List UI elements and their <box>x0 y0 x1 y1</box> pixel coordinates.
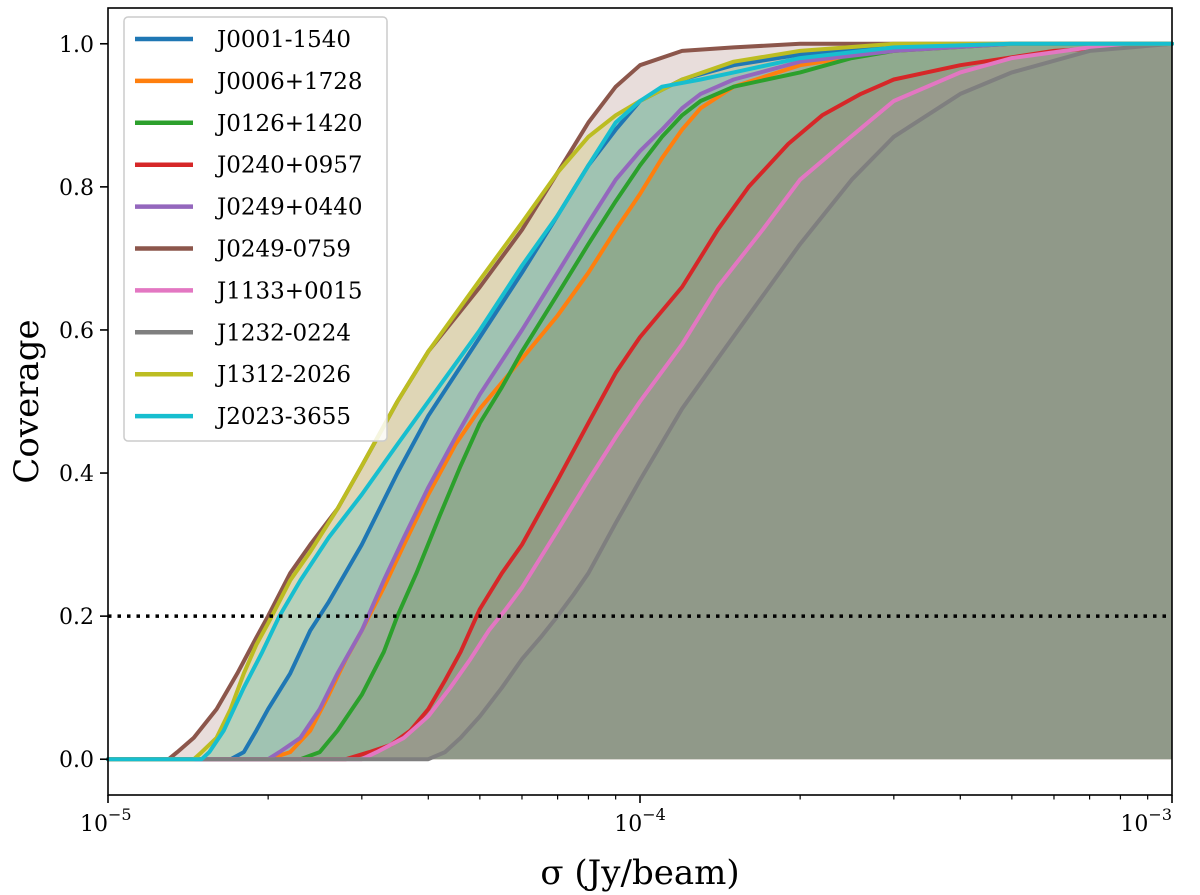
x-tick-label: 10−5 <box>80 805 132 837</box>
x-tick-label: 10−3 <box>1120 805 1172 837</box>
series-line-J1232-0224 <box>106 41 1174 762</box>
legend-label-J0001-1540: J0001-1540 <box>215 27 351 53</box>
series-line-J2023-3655 <box>106 41 1174 762</box>
legend-label-J0126+1420: J0126+1420 <box>215 111 363 137</box>
legend-label-J1133+0015: J1133+0015 <box>215 278 363 304</box>
legend-label-J0249+0440: J0249+0440 <box>215 195 363 221</box>
series-line-J0126+1420 <box>106 41 1174 762</box>
y-tick-label: 0.8 <box>59 176 94 201</box>
legend: J0001-1540 J0006+1728 J0126+1420 J0240+0957… <box>123 16 388 442</box>
series-line-J1133+0015 <box>106 41 1174 762</box>
y-axis-ticks: 0.0 0.2 0.4 0.6 0.8 1.0 <box>59 33 108 773</box>
legend-label-J0249-0759: J0249-0759 <box>215 237 351 263</box>
x-axis-ticks: 10−5 10−4 10−3 <box>80 795 1173 837</box>
y-tick-label: 0.4 <box>59 462 94 487</box>
series-fill-J1232-0224 <box>108 43 1172 760</box>
y-tick-label: 1.0 <box>59 33 94 58</box>
legend-label-J0240+0957: J0240+0957 <box>215 153 363 179</box>
series-line-J1312-2026 <box>106 41 1174 762</box>
series-line-J0001-1540 <box>106 41 1174 762</box>
series-line-J0249+0440 <box>106 41 1174 762</box>
legend-label-J1312-2026: J1312-2026 <box>215 362 351 388</box>
x-tick-label: 10−4 <box>614 805 666 837</box>
y-tick-label: 0.6 <box>59 319 94 344</box>
legend-label-J0006+1728: J0006+1728 <box>215 69 363 95</box>
legend-label-J2023-3655: J2023-3655 <box>215 404 351 430</box>
y-tick-label: 0.0 <box>59 748 94 773</box>
x-axis-label: σ (Jy/beam) <box>540 853 739 893</box>
y-axis-label: Coverage <box>7 319 47 483</box>
y-tick-label: 0.2 <box>59 605 94 630</box>
legend-label-J1232-0224: J1232-0224 <box>215 320 351 346</box>
